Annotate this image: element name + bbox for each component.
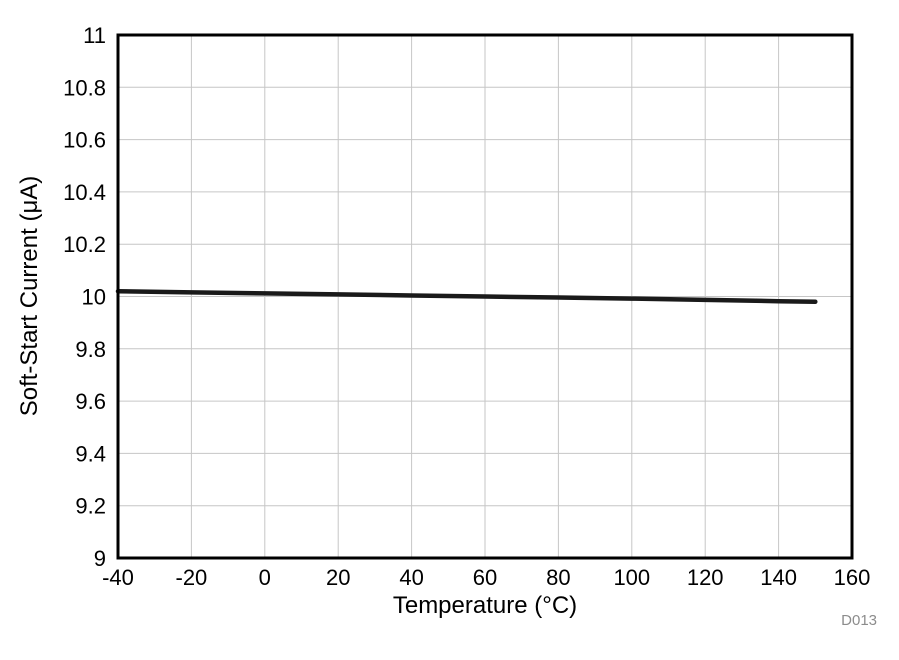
svg-text:100: 100	[613, 565, 650, 590]
svg-text:9.2: 9.2	[75, 494, 106, 519]
x-axis-label: Temperature (°C)	[392, 592, 578, 619]
svg-text:9.6: 9.6	[75, 389, 106, 414]
svg-text:120: 120	[687, 565, 724, 590]
svg-text:9.4: 9.4	[75, 441, 106, 466]
svg-text:60: 60	[473, 565, 497, 590]
chart-footnote: D013	[841, 612, 877, 629]
svg-text:140: 140	[760, 565, 797, 590]
svg-text:-20: -20	[176, 565, 208, 590]
svg-text:40: 40	[399, 565, 423, 590]
y-axis-label: Soft-Start Current (μA)	[16, 175, 43, 417]
svg-text:0: 0	[259, 565, 271, 590]
svg-text:11: 11	[83, 23, 106, 48]
svg-text:10: 10	[82, 285, 106, 310]
svg-text:-40: -40	[102, 565, 134, 590]
svg-text:9.8: 9.8	[75, 337, 106, 362]
svg-text:10.2: 10.2	[63, 232, 106, 257]
svg-text:80: 80	[546, 565, 570, 590]
svg-text:10.8: 10.8	[63, 75, 106, 100]
svg-text:9: 9	[94, 546, 106, 571]
svg-text:20: 20	[326, 565, 350, 590]
svg-text:160: 160	[834, 565, 871, 590]
svg-text:10.4: 10.4	[63, 180, 106, 205]
svg-text:10.6: 10.6	[63, 128, 106, 153]
